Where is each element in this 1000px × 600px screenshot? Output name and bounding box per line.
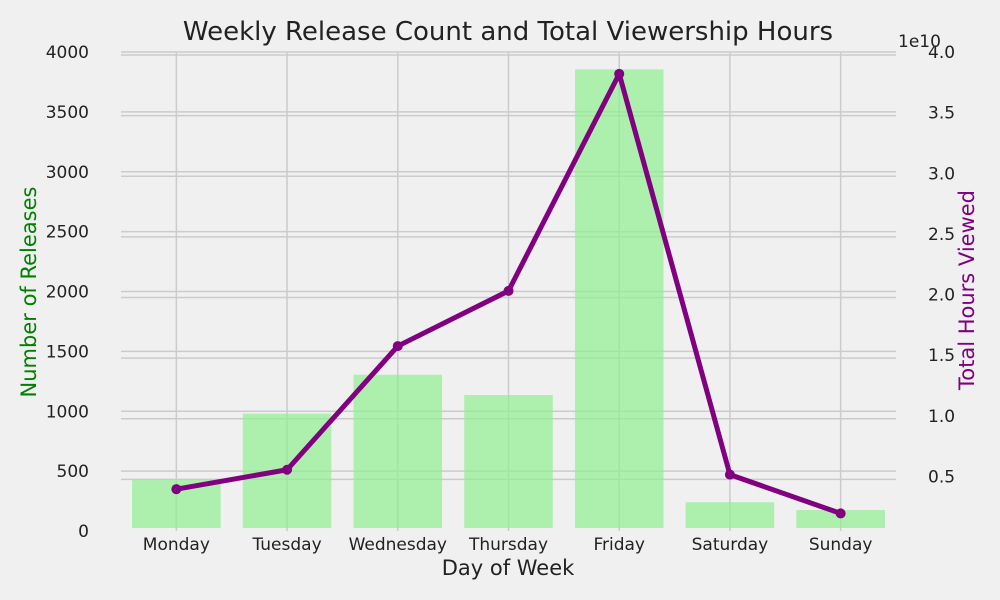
x-tick-label: Saturday — [692, 535, 769, 555]
right-y-tick-label: 1.5 — [928, 346, 955, 366]
bar-sunday — [796, 510, 885, 528]
x-tick-label: Friday — [593, 535, 645, 555]
point-wednesday — [392, 341, 403, 352]
point-sunday — [835, 508, 846, 519]
bar-thursday — [464, 395, 553, 528]
point-thursday — [503, 285, 514, 296]
right-y-tick-label: 2.0 — [928, 286, 955, 306]
left-y-tick-label: 1000 — [46, 402, 89, 422]
y-gridlines — [121, 51, 896, 481]
left-y-tick-label: 500 — [57, 462, 89, 482]
right-axis-multiplier: 1e10 — [898, 32, 941, 52]
left-y-tick-label: 0 — [78, 522, 89, 542]
x-tick-label: Thursday — [468, 535, 548, 555]
point-friday — [614, 68, 625, 79]
right-y-tick-label: 0.5 — [928, 467, 955, 487]
bar-wednesday — [353, 374, 443, 528]
left-y-tick-label: 1500 — [46, 342, 89, 362]
right-y-axis-label: Total Hours Viewed — [955, 190, 979, 391]
bar-series — [132, 69, 885, 529]
right-y-tick-labels: 0.5 1.0 1.5 2.0 2.5 3.0 3.5 4.0 — [928, 43, 955, 487]
left-y-axis-label: Number of Releases — [17, 187, 41, 398]
left-y-tick-label: 4000 — [46, 43, 89, 63]
right-y-tick-label: 4.0 — [928, 43, 955, 63]
x-tick-label: Sunday — [809, 535, 873, 555]
left-y-tick-label: 2500 — [46, 223, 89, 243]
right-y-tick-label: 2.5 — [928, 225, 955, 245]
left-y-tick-labels: 0 500 1000 1500 2000 2500 3000 3500 4000 — [46, 43, 89, 542]
x-tick-labels: Monday Tuesday Wednesday Thursday Friday Satu… — [143, 535, 873, 555]
bar-saturday — [685, 502, 775, 528]
point-tuesday — [282, 464, 293, 475]
x-tick-label: Monday — [143, 535, 210, 555]
point-saturday — [724, 469, 735, 480]
chart-title: Weekly Release Count and Total Viewershi… — [183, 17, 833, 47]
left-y-tick-label: 3500 — [46, 103, 89, 123]
left-y-tick-label: 3000 — [46, 163, 89, 183]
right-y-tick-label: 3.0 — [928, 164, 955, 184]
x-tick-label: Tuesday — [251, 535, 321, 555]
x-tick-label: Wednesday — [349, 535, 447, 555]
x-axis-label: Day of Week — [442, 556, 575, 580]
bar-friday — [574, 69, 664, 529]
line-series — [171, 68, 846, 519]
right-y-tick-label: 3.5 — [928, 104, 955, 124]
left-y-tick-label: 2000 — [46, 283, 89, 303]
right-y-tick-label: 1.0 — [928, 407, 955, 427]
point-monday — [171, 484, 182, 495]
